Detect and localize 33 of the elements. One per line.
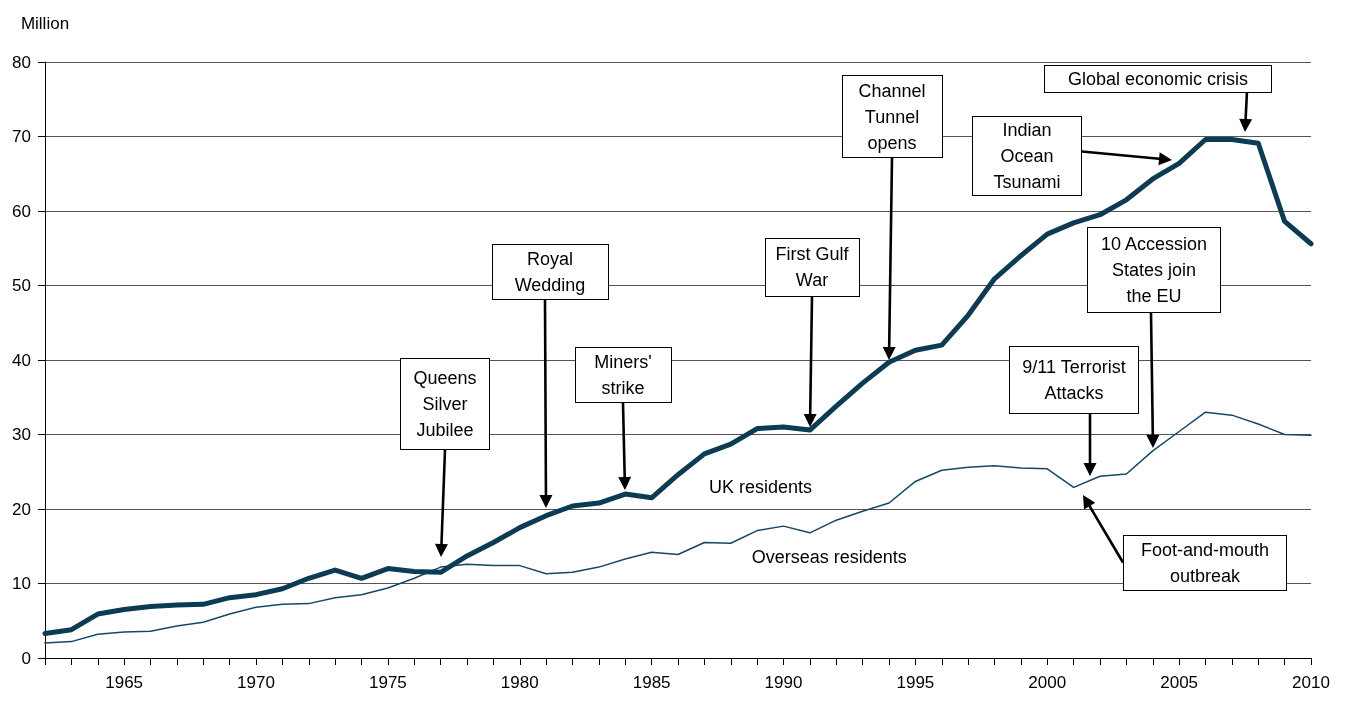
annotation: 10 Accession States join the EU <box>1087 227 1221 313</box>
y-axis-title: Million <box>20 14 70 33</box>
line-series <box>44 411 1312 644</box>
x-tick-label: 2010 <box>1292 673 1330 692</box>
y-tick-label: 40 <box>12 350 31 370</box>
series-label: UK residents <box>708 477 813 498</box>
y-tick-label: 70 <box>12 127 31 146</box>
x-tick-label: 1985 <box>632 673 671 692</box>
x-tick-label: 1990 <box>764 673 803 692</box>
series-label: Overseas residents <box>751 547 907 568</box>
x-tick-label: 1975 <box>368 673 407 692</box>
x-tick-label: 2005 <box>1160 673 1199 692</box>
annotation: First Gulf War <box>764 237 860 297</box>
annotation: Foot-and-mouth outbreak <box>1123 534 1287 591</box>
y-tick-label: 50 <box>12 276 31 295</box>
y-tick-label: 30 <box>12 425 31 444</box>
y-tick-label: 10 <box>12 574 31 593</box>
x-tick-label: 1980 <box>500 673 539 692</box>
y-tick-label: 80 <box>12 52 31 72</box>
annotation: 9/11 Terrorist Attacks <box>1009 346 1139 414</box>
x-tick-label: 2000 <box>1028 673 1067 692</box>
x-tick-label: 1995 <box>896 673 935 692</box>
annotation: Channel Tunnel opens <box>841 75 943 158</box>
annotation: Queens Silver Jubilee <box>400 358 490 450</box>
x-tick-label: 1970 <box>237 673 275 692</box>
annotation: Indian Ocean Tsunami <box>972 115 1082 196</box>
y-tick-label: 0 <box>21 648 31 668</box>
annotation: Royal Wedding <box>491 244 609 300</box>
x-tick-label: 1965 <box>105 673 144 692</box>
y-tick-label: 60 <box>12 201 31 221</box>
annotation: Global economic crisis <box>1044 65 1272 93</box>
annotation: Miners' strike <box>574 347 672 403</box>
y-tick-label: 20 <box>12 499 31 519</box>
